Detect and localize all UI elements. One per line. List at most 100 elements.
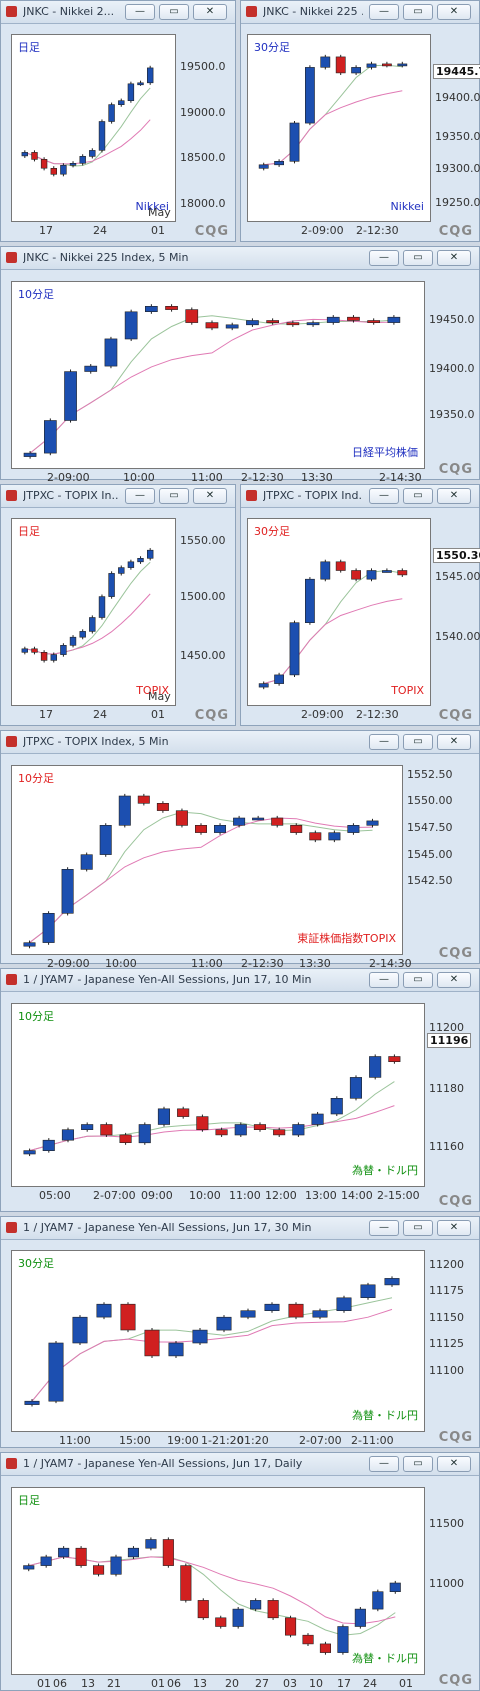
x-tick-label: 12:00 (265, 1189, 297, 1202)
cqg-logo: CQG (438, 1430, 473, 1445)
maximize-button[interactable]: ▭ (403, 488, 433, 504)
price-plot[interactable]: 日足 TOPIX (11, 518, 176, 706)
close-button[interactable]: ✕ (437, 1220, 471, 1236)
instrument-label: Nikkei (135, 200, 169, 213)
chart-window[interactable]: JNKC - Nikkei 225 ... — ▭ ✕ 30分足 Nikkei 19400.… (240, 0, 480, 242)
moving-average-short (263, 569, 403, 685)
x-tick-label: 11:00 (191, 957, 223, 970)
chart-window[interactable]: JNKC - Nikkei 2... — ▭ ✕ 日足 Nikkei 19500.0 1900… (0, 0, 236, 242)
price-plot[interactable]: 10分足 東証株価指数TOPIX (11, 765, 403, 955)
maximize-button[interactable]: ▭ (403, 972, 433, 988)
candle-body (252, 817, 265, 821)
timeframe-label: 30分足 (254, 41, 290, 54)
candle-body (360, 1284, 376, 1298)
window-titlebar[interactable]: JNKC - Nikkei 2... — ▭ ✕ (1, 1, 235, 24)
moving-average-short (29, 315, 394, 454)
maximize-button[interactable]: ▭ (159, 4, 189, 20)
close-button[interactable]: ✕ (437, 4, 471, 20)
minimize-button[interactable]: — (125, 4, 155, 20)
chart-window[interactable]: JTPXC - TOPIX Index, 5 Min — ▭ ✕ 10分足 東証株価指数T… (0, 730, 480, 970)
candle-body (119, 1134, 132, 1143)
window-titlebar[interactable]: 1 / JYAM7 - Japanese Yen-All Sessions, J… (1, 1453, 479, 1476)
price-plot[interactable]: 30分足 為替・ドル円 (11, 1250, 425, 1432)
timeframe-label: 日足 (18, 41, 40, 54)
window-titlebar[interactable]: JTPXC - TOPIX Ind... — ▭ ✕ (241, 485, 479, 508)
candle-body (69, 636, 77, 646)
close-button[interactable]: ✕ (437, 250, 471, 266)
chart-window[interactable]: JTPXC - TOPIX In... — ▭ ✕ 日足 TOPIX 1550.00 1500… (0, 484, 236, 726)
x-tick-label: 17 (39, 708, 53, 721)
candle-body (335, 561, 346, 571)
cqg-logo: CQG (438, 1194, 473, 1209)
close-button[interactable]: ✕ (437, 972, 471, 988)
candle-body (266, 320, 280, 324)
chart-window[interactable]: 1 / JYAM7 - Japanese Yen-All Sessions, J… (0, 968, 480, 1212)
candle-body (274, 161, 284, 166)
candle-body (284, 1617, 297, 1636)
candle-body (328, 832, 341, 841)
x-tick-label: 01 (151, 1677, 165, 1690)
y-tick-label: 1500.00 (180, 590, 226, 603)
maximize-button[interactable]: ▭ (159, 488, 189, 504)
window-titlebar[interactable]: JNKC - Nikkei 225 Index, 5 Min — ▭ ✕ (1, 247, 479, 270)
minimize-button[interactable]: — (369, 972, 399, 988)
y-tick-label: 1550.00 (180, 534, 226, 547)
price-plot[interactable]: 日足 Nikkei (11, 34, 176, 222)
minimize-button[interactable]: — (369, 4, 399, 20)
x-tick-label: 11:00 (229, 1189, 261, 1202)
x-tick-label: 01 (151, 224, 165, 237)
x-tick-label: 11:00 (59, 1434, 91, 1447)
x-tick-label: 05:00 (39, 1189, 71, 1202)
last-price-marker: 19445.7 (433, 64, 480, 79)
chart-window[interactable]: JNKC - Nikkei 225 Index, 5 Min — ▭ ✕ 10分足 日経平… (0, 246, 480, 484)
minimize-button[interactable]: — (125, 488, 155, 504)
close-button[interactable]: ✕ (193, 488, 227, 504)
candle-body (319, 1643, 332, 1653)
minimize-button[interactable]: — (369, 1220, 399, 1236)
candle-body (215, 1617, 227, 1627)
minimize-button[interactable]: — (369, 250, 399, 266)
candle-body (337, 1626, 349, 1653)
y-tick-label: 19400.0 (429, 362, 475, 375)
x-tick-label: 1-21:20 (201, 1434, 244, 1447)
maximize-button[interactable]: ▭ (403, 734, 433, 750)
maximize-button[interactable]: ▭ (403, 4, 433, 20)
window-titlebar[interactable]: 1 / JYAM7 - Japanese Yen-All Sessions, J… (1, 1217, 479, 1240)
minimize-button[interactable]: — (369, 734, 399, 750)
price-plot[interactable]: 10分足 為替・ドル円 (11, 1003, 425, 1187)
timeframe-label: 10分足 (18, 772, 54, 785)
chart-window[interactable]: 1 / JYAM7 - Japanese Yen-All Sessions, J… (0, 1216, 480, 1448)
maximize-button[interactable]: ▭ (403, 1456, 433, 1472)
close-button[interactable]: ✕ (437, 488, 471, 504)
candle-body (309, 832, 322, 841)
candle-body (369, 1056, 382, 1078)
close-button[interactable]: ✕ (437, 734, 471, 750)
cqg-logo: CQG (194, 224, 229, 239)
candle-body (351, 570, 361, 580)
close-button[interactable]: ✕ (437, 1456, 471, 1472)
price-plot[interactable]: 30分足 TOPIX (247, 518, 431, 706)
minimize-button[interactable]: — (369, 488, 399, 504)
window-titlebar[interactable]: 1 / JYAM7 - Japanese Yen-All Sessions, J… (1, 969, 479, 992)
chart-window[interactable]: JTPXC - TOPIX Ind... — ▭ ✕ 30分足 TOPIX 1545.00 1… (240, 484, 480, 726)
candle-body (349, 1077, 363, 1099)
maximize-button[interactable]: ▭ (403, 250, 433, 266)
timeframe-label: 日足 (18, 525, 40, 538)
window-titlebar[interactable]: JTPXC - TOPIX Index, 5 Min — ▭ ✕ (1, 731, 479, 754)
window-titlebar[interactable]: JTPXC - TOPIX In... — ▭ ✕ (1, 485, 235, 508)
instrument-label: 為替・ドル円 (352, 1409, 418, 1422)
price-plot[interactable]: 日足 為替・ドル円 (11, 1487, 425, 1675)
close-button[interactable]: ✕ (193, 4, 227, 20)
candlestick-chart (23, 793, 379, 949)
candle-body (118, 795, 131, 826)
price-plot[interactable]: 30分足 Nikkei (247, 34, 431, 222)
window-titlebar[interactable]: JNKC - Nikkei 225 ... — ▭ ✕ (241, 1, 479, 24)
chart-window[interactable]: 1 / JYAM7 - Japanese Yen-All Sessions, J… (0, 1452, 480, 1691)
price-plot[interactable]: 10分足 日経平均株価 (11, 281, 425, 469)
candle-body (258, 683, 269, 688)
maximize-button[interactable]: ▭ (403, 1220, 433, 1236)
candle-body (60, 165, 67, 175)
x-tick-label: 21 (107, 1677, 121, 1690)
minimize-button[interactable]: — (369, 1456, 399, 1472)
candle-body (48, 1342, 64, 1402)
